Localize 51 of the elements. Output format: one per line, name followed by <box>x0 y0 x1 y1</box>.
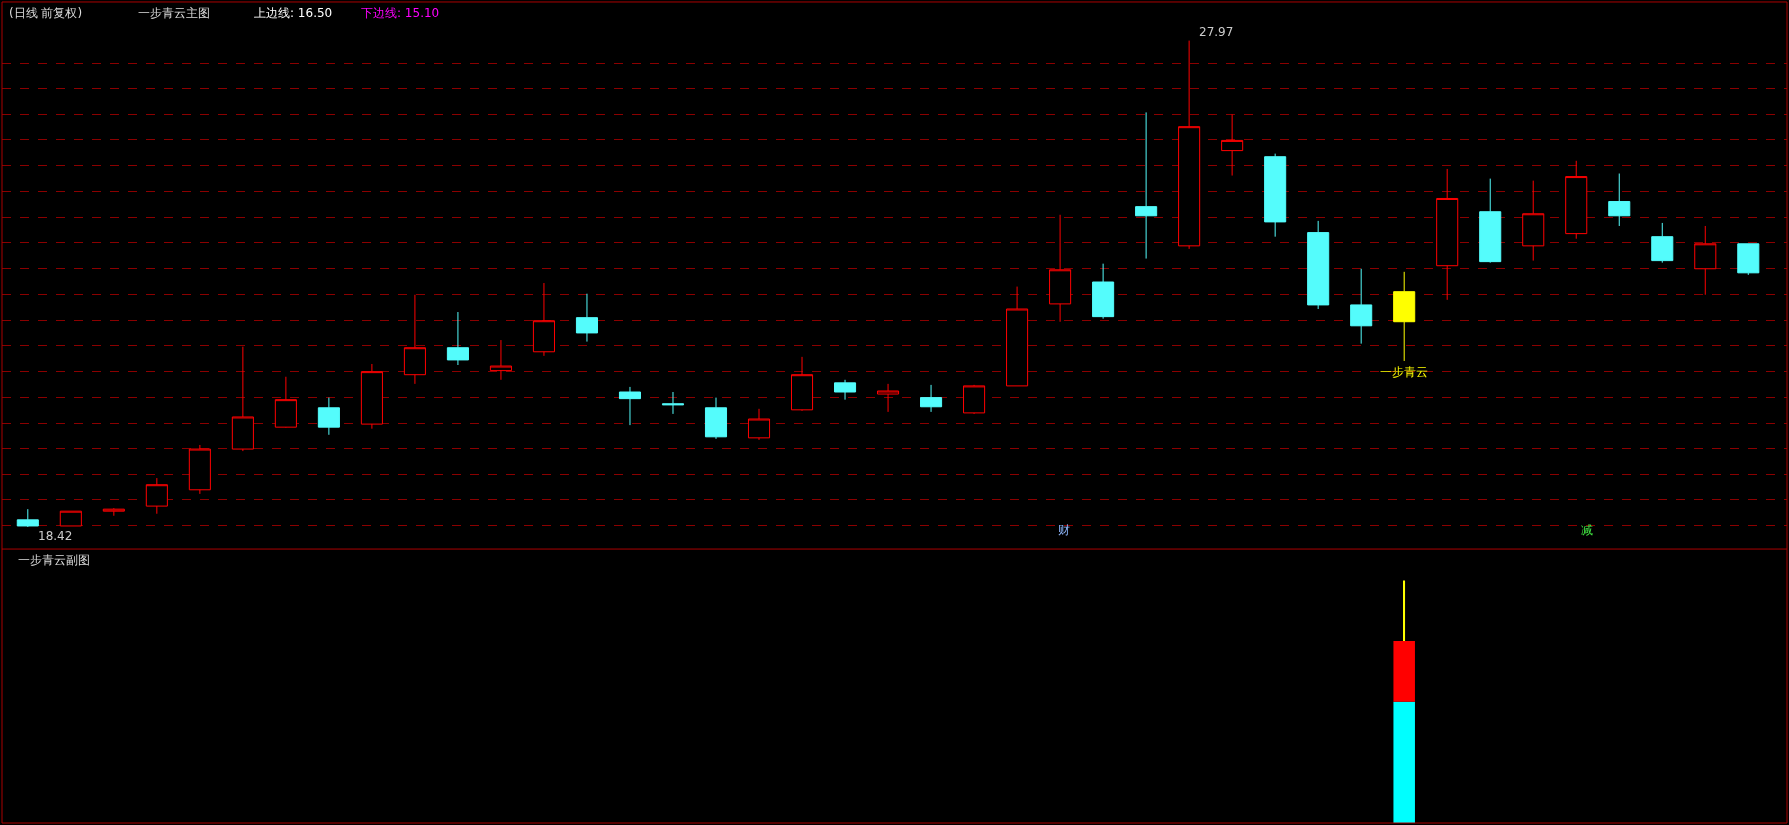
candlestick <box>618 386 642 426</box>
candlestick <box>834 379 857 401</box>
text: 27.97 <box>1199 25 1234 39</box>
candlestick <box>446 311 469 366</box>
candlestick <box>1393 271 1416 362</box>
candlestick <box>1264 153 1287 238</box>
candlestick <box>317 397 340 436</box>
annotation: 一步青云 <box>1380 365 1428 379</box>
candlestick <box>274 376 297 429</box>
candlestick <box>1737 243 1760 276</box>
candlestick <box>1135 111 1158 260</box>
text: 一步青云主图 <box>138 6 210 20</box>
candlestick <box>1694 225 1717 296</box>
candlestick <box>1221 113 1244 177</box>
candlestick <box>661 391 685 415</box>
candlestick <box>1608 173 1631 227</box>
candlestick <box>1049 214 1072 323</box>
candlestick <box>920 384 943 413</box>
candlestick <box>1006 286 1029 387</box>
candlestick <box>747 408 771 441</box>
text: 上边线: 16.50 <box>254 6 333 20</box>
candlestick <box>145 477 168 515</box>
text: 下边线: 15.10 <box>361 6 440 20</box>
candlestick <box>1651 222 1674 264</box>
candlestick <box>1092 263 1115 320</box>
candlestick <box>704 397 728 440</box>
candlestick <box>1565 160 1588 240</box>
candlestick <box>489 339 512 381</box>
candlestick <box>360 363 383 430</box>
candlestick <box>532 282 555 357</box>
candlestick <box>1307 220 1330 310</box>
chart-title: (日线 前复权) <box>9 6 83 20</box>
candlestick <box>403 294 426 385</box>
candlestick <box>963 384 986 415</box>
candlestick <box>877 383 900 413</box>
candlestick <box>1479 178 1502 264</box>
candlestick <box>59 510 82 527</box>
candlestick <box>102 507 125 517</box>
chart-title: 一步青云副图 <box>18 553 90 567</box>
text: 18.42 <box>38 529 73 543</box>
candlestick <box>1436 168 1459 301</box>
candlestick <box>790 356 814 412</box>
candlestick <box>1178 40 1201 250</box>
annotation: 财 <box>1058 523 1070 537</box>
candlestick <box>575 293 598 343</box>
annotation: 减 <box>1581 523 1593 537</box>
candlestick <box>231 346 254 452</box>
candlestick <box>16 508 39 528</box>
candlestick <box>1350 268 1373 345</box>
candlestick <box>188 444 211 495</box>
candlestick <box>1522 180 1545 262</box>
